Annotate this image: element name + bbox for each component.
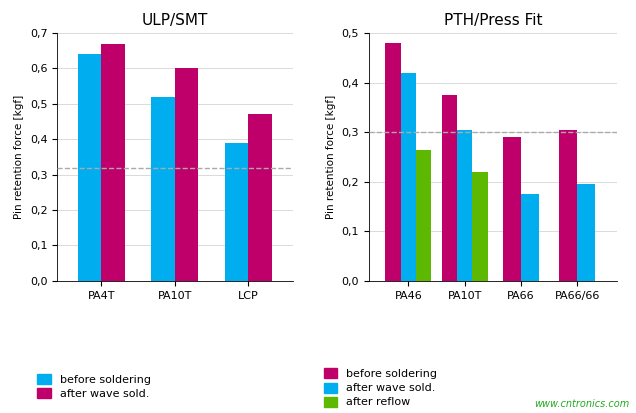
Bar	[151, 97, 175, 281]
Title: ULP/SMT: ULP/SMT	[142, 13, 208, 28]
Bar	[249, 114, 272, 281]
Y-axis label: Pin retention force [kgf]: Pin retention force [kgf]	[15, 95, 24, 219]
Y-axis label: Pin retention force [kgf]: Pin retention force [kgf]	[326, 95, 336, 219]
Bar	[78, 54, 101, 281]
Title: PTH/Press Fit: PTH/Press Fit	[444, 13, 542, 28]
Bar	[457, 130, 473, 281]
Text: www.cntronics.com: www.cntronics.com	[534, 399, 630, 409]
Bar	[577, 184, 595, 281]
Bar	[225, 143, 249, 281]
Bar	[401, 73, 416, 281]
Legend: before soldering, after wave sold.: before soldering, after wave sold.	[38, 374, 151, 399]
Bar	[385, 43, 401, 281]
Legend: before soldering, after wave sold., after reflow: before soldering, after wave sold., afte…	[324, 368, 437, 408]
Bar	[416, 150, 431, 281]
Bar	[473, 172, 488, 281]
Bar	[560, 130, 577, 281]
Bar	[175, 69, 198, 281]
Bar	[503, 137, 521, 281]
Bar	[442, 95, 457, 281]
Bar	[521, 194, 539, 281]
Bar	[101, 44, 125, 281]
